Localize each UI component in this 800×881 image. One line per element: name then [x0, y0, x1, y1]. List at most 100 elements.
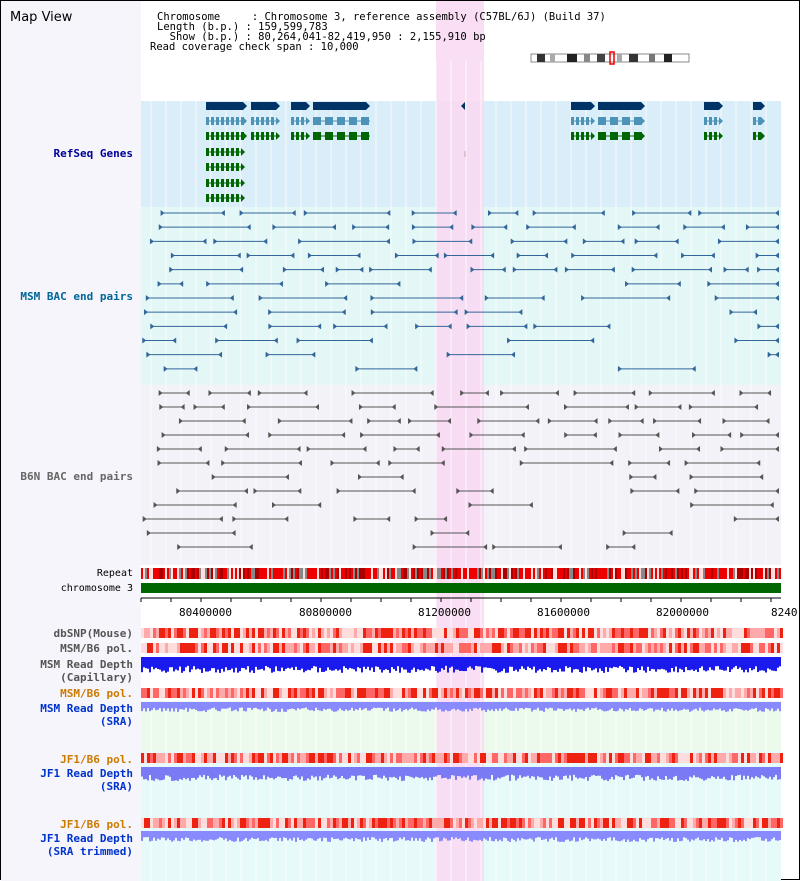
msm-b6-pol-strip-2 — [378, 688, 381, 698]
jf1-b6-pol-strip — [405, 753, 408, 763]
jf1-trimmed-depth-bar — [405, 831, 407, 841]
jf1-sra-depth-bar — [261, 767, 263, 780]
msm-b6-pol-strip-2 — [144, 688, 147, 698]
jf1-sra-depth-bar — [409, 767, 411, 777]
jf1-trimmed-depth-bar — [351, 831, 353, 839]
jf1-trimmed-depth-bar — [319, 831, 321, 838]
jf1-b6-pol-strip-2 — [189, 818, 192, 828]
b6n-bac-pair-end — [297, 488, 302, 494]
jf1-b6-pol-strip — [168, 753, 171, 763]
msm-b6-pol-strip-2 — [537, 688, 540, 698]
msm-b6-pol-strip — [528, 643, 531, 653]
jf1-b6-pol-strip — [189, 753, 192, 763]
msm-capillary-depth-bar — [329, 657, 331, 670]
msm-capillary-depth-bar — [747, 657, 749, 673]
b6n-bac-pair-end — [185, 390, 190, 396]
msm-b6-pol-strip-2 — [687, 688, 690, 698]
msm-sra-depth-bar — [691, 702, 693, 711]
b6n-bac-pair-end — [412, 544, 417, 550]
track-label-b6n-bac[interactable]: B6N BAC end pairs — [20, 470, 133, 483]
msm-bac-pair-end — [386, 210, 391, 216]
msm-sra-depth-bar — [509, 702, 511, 711]
gene-exon — [231, 117, 234, 125]
track-label-msm-depth-capillary-sub: (Capillary) — [60, 671, 133, 684]
msm-sra-depth-bar — [481, 702, 483, 711]
msm-capillary-depth-bar — [725, 657, 727, 671]
track-label-refseq[interactable]: RefSeq Genes — [53, 147, 133, 160]
jf1-b6-pol-strip-2 — [609, 818, 612, 828]
msm-b6-pol-strip-2 — [147, 688, 150, 698]
axis-tick-label: 80800000 — [299, 606, 352, 619]
repeat-block — [353, 568, 355, 579]
msm-bac-pair-end — [452, 210, 457, 216]
msm-sra-depth-bar — [727, 702, 729, 712]
repeat-block — [215, 568, 217, 579]
msm-capillary-depth-bar — [207, 657, 209, 672]
repeat-block — [503, 568, 505, 579]
jf1-b6-pol-strip-2 — [351, 818, 354, 828]
jf1-trimmed-depth-bar — [293, 831, 295, 838]
msm-capillary-depth-bar — [593, 657, 595, 670]
msm-sra-depth-bar — [243, 702, 245, 712]
repeat-block — [199, 568, 201, 579]
dbsnp-strip — [726, 628, 729, 638]
track-label-msm-bac[interactable]: MSM BAC end pairs — [20, 290, 133, 303]
jf1-sra-depth-bar — [537, 767, 539, 777]
msm-b6-pol-strip — [390, 643, 393, 653]
msm-b6-pol-strip — [228, 643, 231, 653]
msm-sra-depth-bar — [569, 702, 571, 709]
msm-sra-depth-bar — [635, 702, 637, 712]
repeat-block — [471, 568, 473, 579]
dbsnp-strip — [738, 628, 741, 638]
msm-bac-pair-end — [526, 224, 531, 231]
msm-capillary-depth-bar — [407, 657, 409, 673]
jf1-b6-pol-strip — [720, 753, 723, 763]
b6n-bac-pair-end — [317, 502, 322, 508]
jf1-b6-pol-strip — [156, 753, 159, 763]
jf1-sra-depth-bar — [165, 767, 167, 776]
jf1-b6-pol-strip-2 — [153, 818, 156, 828]
dbsnp-strip — [681, 628, 684, 638]
jf1-trimmed-depth-bar — [265, 831, 267, 840]
jf1-b6-pol-strip — [702, 753, 705, 763]
repeat-block — [427, 568, 429, 579]
msm-bac-pair-end — [352, 224, 357, 231]
jf1-trimmed-depth-bar — [175, 831, 177, 838]
jf1-sra-depth-bar — [293, 767, 295, 777]
jf1-trimmed-depth-bar — [485, 831, 487, 840]
jf1-trimmed-depth-bar — [561, 831, 563, 842]
jf1-trimmed-depth-bar — [241, 831, 243, 842]
msm-capillary-depth-bar — [485, 657, 487, 668]
jf1-sra-depth-bar — [701, 767, 703, 780]
jf1-sra-depth-bar — [517, 767, 519, 779]
msm-b6-pol-strip-2 — [540, 688, 543, 698]
jf1-trimmed-depth-bar — [705, 831, 707, 842]
jf1-b6-pol-strip-2 — [276, 818, 279, 828]
jf1-b6-pol-strip-2 — [147, 818, 150, 828]
msm-b6-pol-strip — [723, 643, 726, 653]
jf1-sra-depth-bar — [337, 767, 339, 780]
jf1-trimmed-depth-bar — [735, 831, 737, 840]
repeat-block — [421, 568, 423, 579]
gene-arrow — [719, 102, 723, 110]
msm-capillary-depth-bar — [567, 657, 569, 668]
msm-sra-depth-bar — [291, 702, 293, 709]
jf1-trimmed-depth-bar — [535, 831, 537, 838]
jf1-b6-pol-strip — [216, 753, 219, 763]
msm-b6-pol-strip — [417, 643, 420, 653]
b6n-bac-pair-end — [232, 502, 237, 508]
msm-sra-depth-bar — [641, 702, 643, 710]
msm-bac-pair-end — [714, 295, 719, 301]
b6n-bac-pair-end — [608, 418, 613, 424]
jf1-b6-pol-strip — [651, 753, 654, 763]
jf1-trimmed-depth-bar — [745, 831, 747, 842]
jf1-trimmed-depth-bar — [365, 831, 367, 841]
jf1-trimmed-depth-bar — [279, 831, 281, 838]
b6n-bac-pair-end — [396, 418, 401, 424]
msm-b6-pol-strip — [678, 643, 681, 653]
msm-bac-pair-end — [655, 224, 660, 231]
jf1-sra-depth-bar — [765, 767, 767, 778]
jf1-sra-depth-bar — [725, 767, 727, 780]
